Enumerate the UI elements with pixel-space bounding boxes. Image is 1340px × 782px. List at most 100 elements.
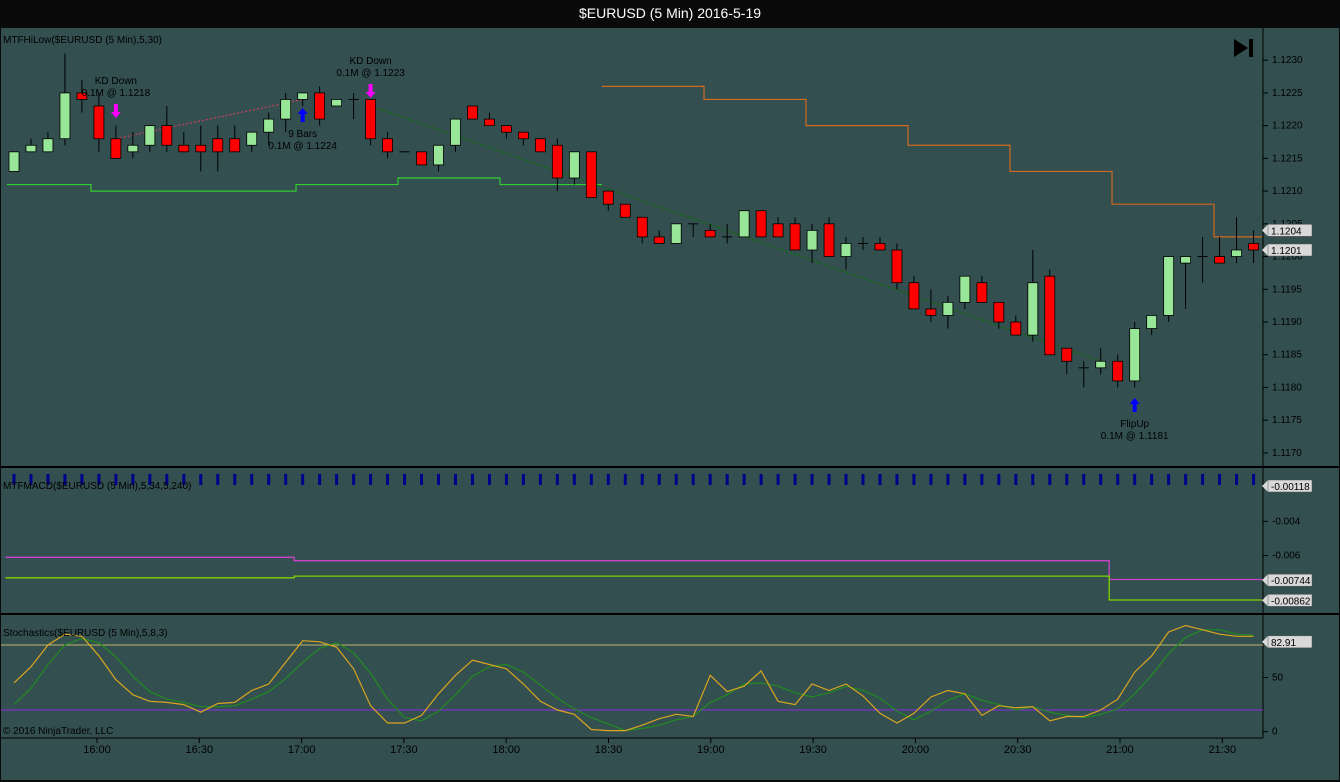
macd-histogram-bar — [1252, 474, 1256, 485]
candle-up — [568, 151, 580, 179]
y-tick-label: 1.1180 — [1272, 382, 1302, 393]
y-tick-label: -0.004 — [1272, 516, 1301, 527]
candle-up — [1163, 256, 1175, 316]
candle-up — [127, 144, 139, 153]
candle-down — [229, 138, 241, 153]
badge-text: 1.1201 — [1271, 246, 1302, 257]
candle-up — [450, 118, 461, 146]
badge-box — [1267, 635, 1313, 649]
hilow-high-line — [602, 85, 1262, 238]
macd-histogram-bar — [1184, 474, 1188, 485]
macd-histogram-bar — [759, 474, 763, 485]
candle-up — [1146, 315, 1158, 329]
macd-histogram-bar — [895, 474, 899, 485]
candle-up — [1180, 256, 1192, 264]
candle-down — [501, 125, 512, 133]
macd-panel[interactable]: -0.002-0.004-0.006-0.00118-0.00744-0.008… — [5, 474, 1313, 607]
candle-up — [263, 118, 275, 133]
arrow-head — [1129, 398, 1140, 404]
macd-histogram-bar — [623, 474, 627, 485]
y-tick-label: 1.1225 — [1272, 88, 1303, 99]
macd-value-badge: -0.00744 — [1262, 573, 1313, 587]
macd-histogram-bar — [1133, 474, 1137, 485]
candle-up — [280, 99, 292, 120]
macd-histogram-bar — [420, 474, 424, 485]
badge-text: -0.00118 — [1271, 482, 1310, 493]
macd-value-badge: -0.00118 — [1262, 479, 1313, 493]
macd-histogram-bar — [1099, 474, 1103, 485]
macd-histogram-bar — [827, 474, 831, 485]
trade-trend-line — [370, 105, 1101, 362]
macd-histogram-bar — [776, 474, 780, 485]
macd-histogram-bar — [963, 474, 967, 485]
window-title: $EURUSD (5 Min) 2016-5-19 — [579, 5, 761, 21]
badge-box — [1267, 573, 1313, 587]
candle-down — [534, 138, 546, 153]
badge-pointer — [1262, 574, 1268, 587]
y-tick-label: 1.1195 — [1272, 284, 1302, 295]
macd-histogram-bar — [1031, 474, 1035, 485]
candle-down — [908, 282, 920, 310]
candle-up — [1027, 282, 1039, 336]
macd-histogram-bar — [63, 474, 67, 485]
badge-box — [1267, 224, 1313, 237]
arrow-head — [365, 92, 376, 98]
hilow-low-line — [7, 177, 602, 192]
candle-down — [993, 301, 1005, 323]
macd-histogram-bar — [691, 474, 695, 485]
y-tick-label: 1.1190 — [1272, 317, 1302, 328]
macd-histogram-bar — [674, 474, 678, 485]
price-panel[interactable]: 1.12301.12251.12201.12151.12101.12051.12… — [7, 53, 1313, 459]
arrow-shaft — [368, 84, 373, 93]
candle-down — [365, 99, 376, 140]
y-tick-label: 0 — [1272, 727, 1278, 738]
y-tick-label: 1.1175 — [1272, 415, 1302, 426]
macd-histogram-bar — [504, 474, 508, 485]
macd-histogram-bar — [29, 474, 33, 485]
candle-up — [1129, 328, 1141, 382]
macd-histogram-bar — [199, 474, 203, 485]
y-tick-label: 1.1215 — [1272, 153, 1303, 164]
candle-up — [959, 275, 971, 303]
candle-down — [789, 223, 801, 251]
macd-histogram-bar — [284, 474, 288, 485]
macd-histogram-bar — [403, 474, 407, 485]
y-tick-label: 1.1170 — [1272, 448, 1302, 459]
skip-to-end-icon[interactable] — [1234, 39, 1253, 57]
candle-down — [212, 138, 224, 153]
annotation-detail: 0.1M @ 1.1218 — [82, 88, 151, 99]
macd-histogram-bar — [810, 474, 814, 485]
macd-histogram-bar — [572, 474, 576, 485]
macd-histogram-bar — [453, 474, 457, 485]
candle-up — [1231, 249, 1242, 257]
macd-histogram-bar — [114, 474, 118, 485]
x-tick-label: 21:30 — [1209, 744, 1237, 756]
x-tick-label: 17:00 — [288, 744, 316, 756]
macd-histogram-bar — [1235, 474, 1239, 485]
time-axis: 16:00 16:30 17:00 17:30 18:00 18:30 19:00 19:30… — [83, 738, 1236, 756]
annotation-label: 9 Bars — [288, 129, 317, 140]
badge-pointer — [1262, 594, 1268, 607]
candle-up — [144, 125, 156, 146]
candle-up — [840, 243, 852, 257]
candle-down — [76, 92, 88, 100]
chart-area[interactable] — [1, 28, 1339, 780]
macd-histogram-bar — [1014, 474, 1018, 485]
badge-pointer — [1262, 635, 1268, 648]
annotation-label: FlipUp — [1120, 419, 1149, 430]
arrow-head — [297, 108, 308, 114]
annotation-detail: 0.1M @ 1.1223 — [336, 68, 405, 79]
badge-box — [1267, 594, 1313, 607]
candle-up — [297, 92, 309, 100]
macd-histogram-bar — [521, 474, 525, 485]
macd-histogram-bar — [1082, 474, 1086, 485]
copyright-text: © 2016 NinjaTrader, LLC — [3, 726, 113, 737]
macd-histogram-bar — [386, 474, 390, 485]
macd-histogram-bar — [1150, 474, 1154, 485]
stochastics-panel[interactable]: 50 0 82.91 — [1, 624, 1313, 738]
candle-down — [93, 105, 105, 140]
candle-up — [59, 92, 71, 140]
arrow-down-icon — [110, 104, 121, 118]
candle-down — [467, 105, 478, 120]
macd-value-badge: -0.00862 — [1262, 594, 1313, 607]
